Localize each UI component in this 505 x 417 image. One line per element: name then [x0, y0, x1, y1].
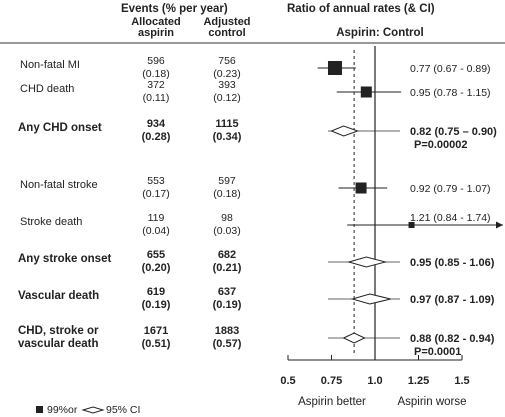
ratio-text: 0.82 (0.75 – 0.90) — [410, 126, 497, 138]
row-label: Non-fatal MI — [20, 59, 80, 71]
x-tick-label: 1.0 — [367, 375, 382, 387]
legend-square-label: 99%or — [47, 404, 78, 416]
col-adjusted-line1: Adjusted — [203, 16, 250, 28]
diamond-marker — [347, 256, 388, 268]
aspirin-rate: (0.18) — [142, 68, 169, 80]
control-rate: (0.23) — [213, 68, 240, 80]
aspirin-events: 1671 — [144, 325, 168, 337]
x-right-label: Aspirin worse — [397, 396, 466, 408]
row-label: Any stroke onset — [18, 253, 111, 265]
control-rate: (0.03) — [213, 225, 240, 237]
aspirin-events: 372 — [147, 79, 165, 91]
row-label: Non-fatal stroke — [20, 179, 98, 191]
control-events: 1883 — [215, 325, 239, 337]
aspirin-rate: (0.20) — [142, 262, 171, 274]
control-events: 597 — [218, 175, 236, 187]
ratio-text: 0.77 (0.67 - 0.89) — [410, 63, 491, 75]
ratio-text: 1.21 (0.84 - 1.74) — [410, 212, 491, 224]
row-label: CHD, stroke or — [18, 325, 99, 337]
ratio-text: 0.95 (0.85 - 1.06) — [410, 257, 495, 269]
p-value: P=0.00002 — [414, 139, 468, 151]
aspirin-rate: (0.04) — [142, 225, 169, 237]
p-value: P=0.0001 — [414, 346, 461, 358]
aspirin-events: 596 — [147, 55, 165, 67]
row-label: Vascular death — [18, 290, 99, 302]
comparison-label: Aspirin: Control — [336, 27, 424, 39]
control-rate: (0.21) — [213, 262, 242, 274]
control-events: 393 — [218, 79, 236, 91]
estimate-square — [408, 222, 415, 228]
control-events: 1115 — [215, 118, 238, 130]
estimate-square — [327, 61, 342, 75]
aspirin-rate: (0.17) — [142, 188, 169, 200]
ci-arrow — [496, 221, 503, 229]
ratio-text: 0.97 (0.87 - 1.09) — [410, 294, 495, 306]
aspirin-rate: (0.51) — [142, 338, 171, 350]
control-events: 682 — [218, 249, 236, 261]
row-label: Stroke death — [20, 216, 82, 228]
x-tick-label: 1.25 — [408, 375, 429, 387]
x-tick-label: 1.5 — [454, 375, 469, 387]
control-events: 98 — [221, 212, 233, 224]
row-label: CHD death — [20, 83, 74, 95]
aspirin-events: 934 — [147, 118, 166, 130]
diamond-marker — [342, 332, 366, 344]
aspirin-rate: (0.28) — [142, 131, 171, 143]
diamond-marker — [350, 293, 391, 305]
control-rate: (0.18) — [213, 188, 240, 200]
legend-diamond-icon — [81, 406, 105, 414]
estimate-square — [355, 182, 367, 194]
control-events: 756 — [218, 55, 236, 67]
aspirin-rate: (0.19) — [142, 299, 171, 311]
ratio-text: 0.95 (0.78 - 1.15) — [410, 87, 491, 99]
control-events: 637 — [218, 286, 236, 298]
row-label-line2: vascular death — [18, 338, 99, 350]
aspirin-events: 619 — [147, 286, 165, 298]
x-left-label: Aspirin better — [298, 396, 366, 408]
events-header: Events (% per year) — [121, 3, 228, 15]
col-adjusted-line2: control — [208, 27, 245, 39]
x-tick-label: 0.75 — [321, 375, 342, 387]
legend-square-icon — [36, 406, 43, 413]
aspirin-events: 553 — [147, 175, 165, 187]
control-rate: (0.34) — [213, 131, 242, 143]
control-rate: (0.12) — [213, 92, 240, 104]
ratio-text: 0.88 (0.82 - 0.94) — [410, 333, 495, 345]
aspirin-events: 655 — [147, 249, 165, 261]
col-allocated-line2: aspirin — [138, 27, 174, 39]
aspirin-rate: (0.11) — [143, 92, 170, 104]
ratio-text: 0.92 (0.79 - 1.07) — [410, 183, 491, 195]
row-label: Any CHD onset — [18, 122, 102, 134]
chart-title: Ratio of annual rates (& CI) — [287, 3, 435, 15]
aspirin-events: 119 — [148, 212, 165, 224]
estimate-square — [360, 86, 372, 98]
col-allocated-line1: Allocated — [131, 16, 181, 28]
control-rate: (0.19) — [213, 299, 242, 311]
x-tick-label: 0.5 — [280, 375, 295, 387]
diamond-marker — [330, 125, 360, 137]
control-rate: (0.57) — [213, 338, 242, 350]
legend-diamond-label: 95% CI — [106, 404, 140, 416]
